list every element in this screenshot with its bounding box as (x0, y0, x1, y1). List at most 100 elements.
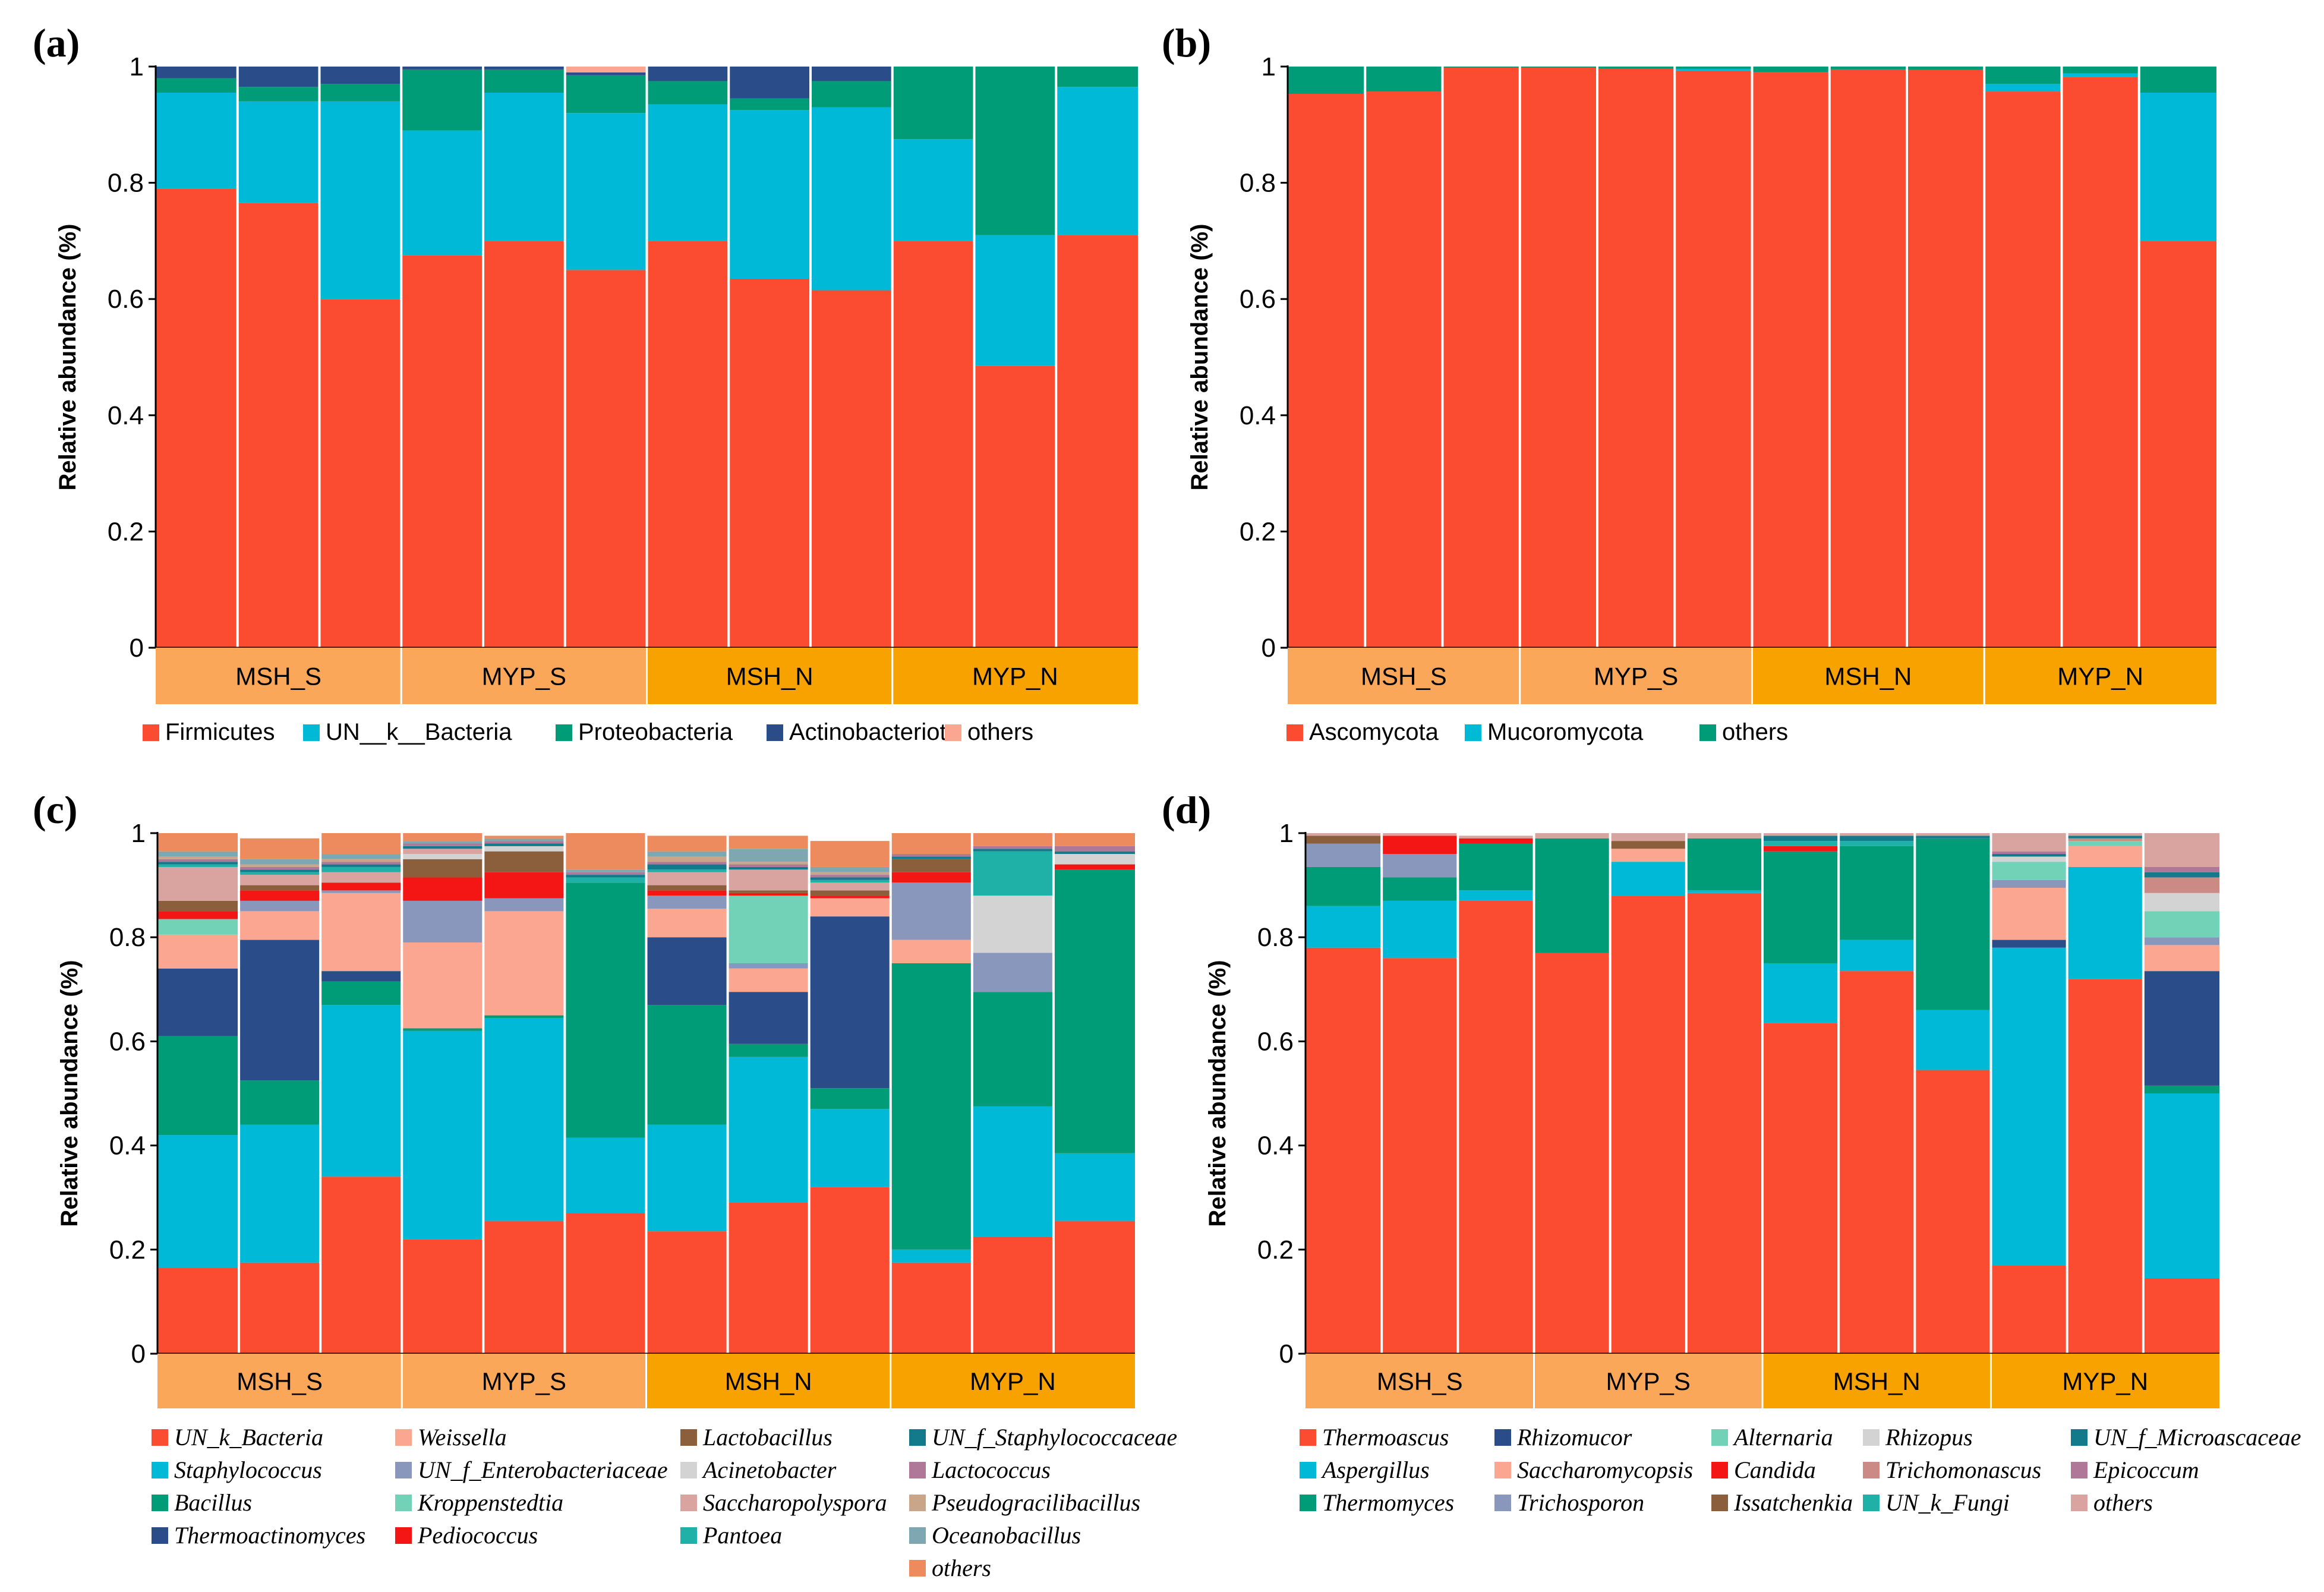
bar-segment-thermomyces (1839, 846, 1915, 940)
bar-segment-thermoactinomyces (239, 940, 321, 1081)
legend-label: Bacillus (174, 1489, 253, 1516)
bar-segment-staphylococcus (809, 1109, 891, 1187)
bar-segment-firmicutes (729, 278, 811, 648)
y-axis-label-d: Relative abundance (%) (1204, 960, 1231, 1227)
legend-label: Aspergillus (1322, 1457, 1430, 1483)
legend-label: Firmicutes (165, 719, 275, 745)
bar-segment-un-k-bacteria (972, 1236, 1054, 1354)
bar-segment-candida (1762, 846, 1839, 852)
legend-item-acinetobacter: Acinetobacter (680, 1456, 836, 1484)
bar-segment-weissella (809, 898, 891, 917)
bar-segment-bacillus (483, 1015, 565, 1018)
bar-segment-saccharopolyspora (239, 875, 321, 885)
bar-segment-trichosporon (1306, 843, 1382, 867)
legend-swatch (152, 1429, 168, 1446)
bar-segment-others (483, 836, 565, 838)
y-tick-label: 0.8 (108, 169, 144, 198)
group-label: MSH_N (1833, 1367, 1921, 1395)
y-axis-label-a: Relative abundance (%) (55, 223, 81, 490)
bar-segment-firmicutes (974, 365, 1057, 648)
bar-segment-thermomyces (1686, 838, 1762, 891)
bar-segment-saccharopolyspora (320, 872, 402, 883)
bar-segment-mucoromycota (2139, 93, 2216, 241)
legend-label: Issatchenkia (1734, 1489, 1853, 1516)
bar-segment-un-f-staphylococcaceae (483, 843, 565, 846)
bar-segment-candida (1458, 838, 1534, 844)
bar-segment-acinetobacter (1053, 854, 1135, 865)
bar-segment-epicoccum (2143, 866, 2219, 872)
bar-segment-lactococcus (320, 862, 402, 865)
bar-segment-staphylococcus (157, 1135, 239, 1268)
legend-item-firmicutes: Firmicutes (143, 719, 275, 746)
bar-segment-thermoascus (1534, 953, 1610, 1354)
bar-segment-others (402, 833, 484, 841)
bar-segment-un-k-bacteria (401, 130, 483, 256)
bar-segment-un-k-bacteria (319, 101, 402, 300)
bar-segment-lactococcus (727, 864, 809, 867)
bar-segment-pseudogracilibacillus (646, 856, 728, 862)
legend-label: Epicoccum (2093, 1457, 2199, 1483)
y-tick-label: 1 (130, 52, 144, 81)
legend-swatch (1711, 1461, 1728, 1478)
bar-segment-others (2143, 833, 2219, 867)
legend-label: Saccharomycopsis (1517, 1457, 1694, 1483)
group-label: MSH_S (1361, 663, 1447, 691)
bar-segment-un-f-staphylococcaceae (402, 846, 484, 849)
bar-segment-lactococcus (972, 846, 1054, 849)
bar-segment-pantoea (972, 851, 1054, 896)
bar-segment-oceanobacillus (727, 849, 809, 862)
bar-segment-thermoactinomyces (727, 992, 809, 1044)
group-label: MSH_S (1377, 1367, 1463, 1395)
legend-label: Pseudogracilibacillus (932, 1489, 1141, 1516)
bar-segment-rhizopus (1991, 856, 2067, 862)
legend-item-others: others (2071, 1489, 2153, 1517)
bar-segment-firmicutes (892, 241, 975, 648)
legend-swatch (680, 1494, 697, 1511)
bar-segment-actinobacteriota (565, 72, 647, 75)
bar-segment-thermoactinomyces (320, 971, 402, 982)
legend-label: Thermoascus (1322, 1424, 1449, 1451)
legend-label: UN__k__Bacteria (326, 719, 512, 745)
legend-swatch (395, 1461, 412, 1478)
bar-segment-pantoea (320, 866, 402, 872)
legend-item-rhizomucor: Rhizomucor (1494, 1423, 1632, 1451)
panel-label-b: (b) (1162, 20, 1211, 65)
legend-swatch (395, 1494, 412, 1511)
bar-segment-un-f-staphylococcaceae (809, 877, 891, 880)
bar-segment-actinobacteriota (401, 67, 483, 70)
group-band-myp-n (1991, 1354, 2219, 1408)
bar-segment-pediococcus (809, 896, 891, 899)
bar-segment-lactobacillus (483, 851, 565, 872)
bar-segment-un-f-staphylococcaceae (972, 849, 1054, 852)
y-tick-label: 0.6 (1257, 1027, 1294, 1056)
legend-swatch (2071, 1461, 2087, 1478)
chart-a-svg: (a) Relative abundance (%) 0 0.2 0.4 0.6 0.8 1 M… (33, 20, 1138, 704)
legend-label: Pantoea (703, 1522, 783, 1549)
bar-segment-epicoccum (1991, 851, 2067, 855)
bar-segment-pediococcus (727, 893, 809, 896)
group-label: MSH_N (726, 663, 813, 691)
legend-item-kroppenstedtia: Kroppenstedtia (395, 1489, 563, 1517)
bar-segment-lactococcus (483, 841, 565, 844)
bar-segment-staphylococcus (890, 1249, 972, 1263)
bar-segment-lactococcus (1053, 846, 1135, 852)
bar-segment-un-f-staphylococcaceae (890, 856, 972, 859)
bar-segment-others (2061, 67, 2139, 74)
bar-segment-others (565, 67, 647, 72)
bar-segment-weissella (157, 934, 239, 969)
legend-item-trichomonascus: Trichomonascus (1863, 1456, 2041, 1484)
legend-swatch (909, 1559, 926, 1577)
legend-swatch (1300, 1429, 1316, 1446)
bar-segment-proteobacteria (1056, 67, 1138, 87)
legend-label: Alternaria (1734, 1424, 1833, 1451)
bar-segment-pediococcus (646, 890, 728, 896)
group-label: MYP_N (2062, 1367, 2148, 1395)
bar-segment-others (157, 833, 239, 852)
bar-segment-aspergillus (1382, 900, 1458, 959)
legend-item-issatchenkia: Issatchenkia (1711, 1489, 1853, 1517)
bar-segment-proteobacteria (647, 81, 729, 105)
legend-label: Kroppenstedtia (418, 1489, 564, 1516)
legend-swatch (1711, 1429, 1728, 1446)
bar-segment-trichomonascus (2143, 877, 2219, 893)
legend-swatch (395, 1527, 412, 1544)
